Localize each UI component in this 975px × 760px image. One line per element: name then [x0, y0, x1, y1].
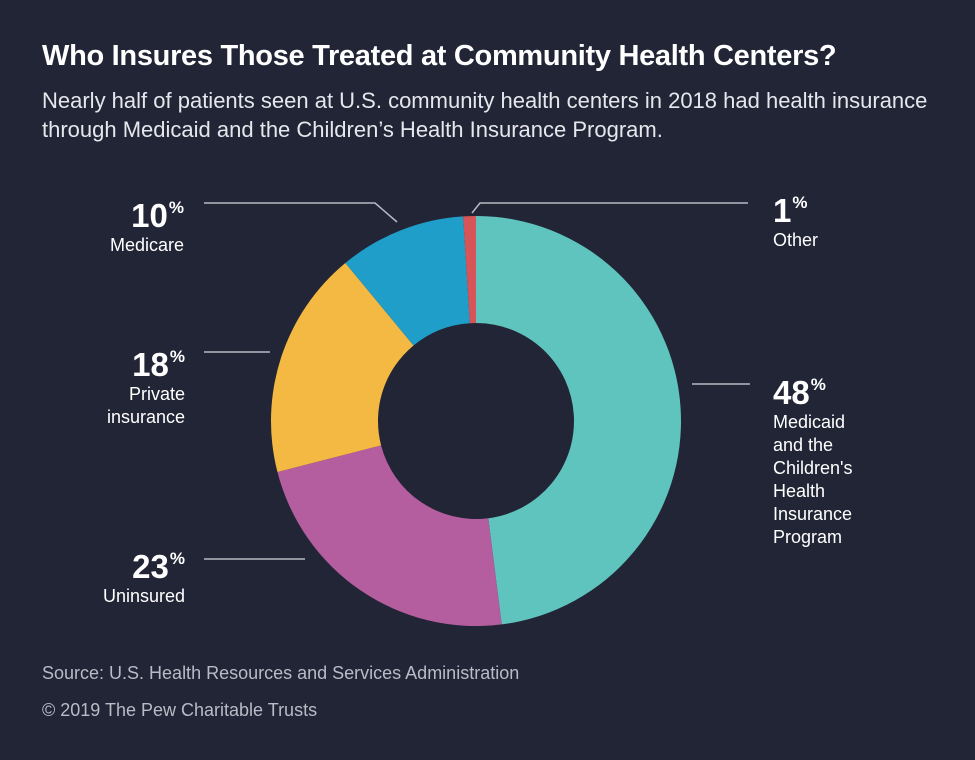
slice-uninsured	[277, 445, 502, 626]
slice-private-insurance	[271, 263, 414, 472]
label-medicaid: 48% Medicaid and the Children's Health I…	[773, 374, 853, 548]
chart-subtitle: Nearly half of patients seen at U.S. com…	[42, 88, 928, 142]
label-private: 18% Private insurance	[106, 346, 185, 428]
leader-line-medicare	[204, 202, 398, 223]
source-note: Source: U.S. Health Resources and Servic…	[42, 663, 520, 683]
label-uninsured: 23% Uninsured	[102, 548, 185, 607]
slice-other	[463, 216, 476, 324]
slice-medicaid-and-the-children-s-health-insurance-program	[476, 216, 681, 625]
chart-title: Who Insures Those Treated at Community H…	[42, 40, 837, 72]
label-medicare: 10% Medicare	[109, 197, 184, 256]
copyright: © 2019 The Pew Charitable Trusts	[42, 700, 318, 720]
slice-medicare	[345, 216, 470, 346]
label-other: 1% Other	[773, 192, 819, 251]
leader-line-other	[471, 202, 748, 214]
